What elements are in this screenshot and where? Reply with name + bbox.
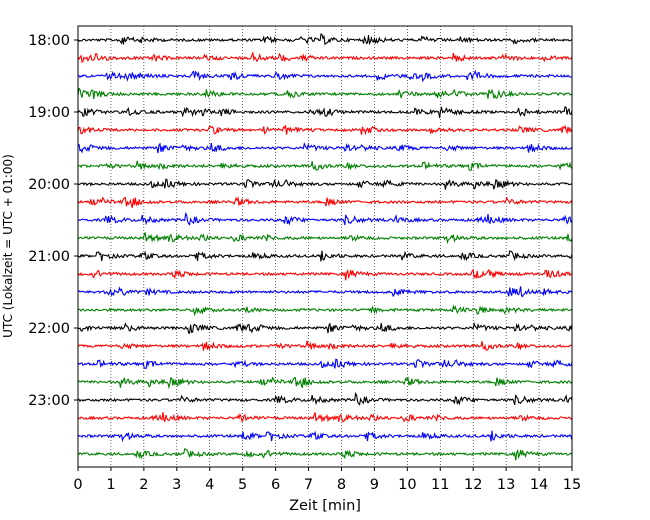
trace-2115 (77, 268, 573, 281)
x-axis-ticks: 0 1 2 3 4 5 6 7 8 9 10 11 12 13 14 15 (73, 467, 581, 493)
trace-1930 (77, 141, 573, 154)
y-tick-label: 23:00 (28, 393, 70, 409)
trace-2200 (77, 322, 573, 334)
x-tick-label: 13 (497, 477, 515, 493)
x-tick-label: 14 (530, 477, 548, 493)
trace-2245 (77, 376, 573, 390)
trace-2030 (77, 211, 573, 226)
trace-2215 (77, 340, 573, 351)
x-tick-label: 15 (563, 477, 581, 493)
plot-frame (77, 25, 573, 468)
x-tick-label: 0 (73, 477, 82, 493)
trace-2015 (77, 196, 573, 208)
x-tick-label: 11 (431, 477, 449, 493)
x-tick-label: 6 (271, 477, 280, 493)
x-tick-label: 5 (238, 477, 247, 493)
x-tick-label: 3 (172, 477, 181, 493)
x-axis-label: Zeit [min] (289, 498, 361, 514)
trace-1900 (77, 105, 573, 118)
x-tick-label: 12 (464, 477, 482, 493)
trace-2330 (77, 430, 573, 443)
trace-2045 (77, 232, 573, 245)
x-tick-label: 4 (205, 477, 214, 493)
trace-2230 (77, 358, 573, 369)
trace-1915 (77, 125, 573, 136)
y-tick-label: 22:00 (28, 321, 70, 337)
trace-2145 (77, 304, 573, 317)
x-tick-label: 1 (106, 477, 115, 493)
y-tick-label: 19:00 (28, 105, 70, 121)
x-tick-label: 9 (370, 477, 379, 493)
y-axis-ticks: 18:00 19:00 20:00 21:00 22:00 23:00 (28, 33, 78, 409)
trace-2315 (77, 412, 573, 423)
trace-2000 (77, 178, 573, 190)
trace-1945 (77, 160, 573, 171)
x-tick-label: 8 (337, 477, 346, 493)
trace-2300 (77, 391, 573, 406)
x-tick-label: 7 (304, 477, 313, 493)
seismogram-traces (77, 33, 573, 461)
trace-1815 (77, 51, 573, 64)
y-axis-label: UTC (Lokalzeit = UTC + 01:00) (1, 154, 15, 338)
trace-1830 (77, 69, 573, 83)
y-tick-label: 20:00 (28, 177, 70, 193)
x-tick-label: 2 (139, 477, 148, 493)
trace-2100 (77, 250, 573, 262)
trace-1845 (77, 87, 573, 100)
trace-2345 (77, 448, 573, 461)
trace-2130 (77, 286, 573, 298)
y-tick-label: 21:00 (28, 249, 70, 265)
trace-1800 (77, 33, 573, 46)
x-tick-label: 10 (398, 477, 416, 493)
y-tick-label: 18:00 (28, 33, 70, 49)
